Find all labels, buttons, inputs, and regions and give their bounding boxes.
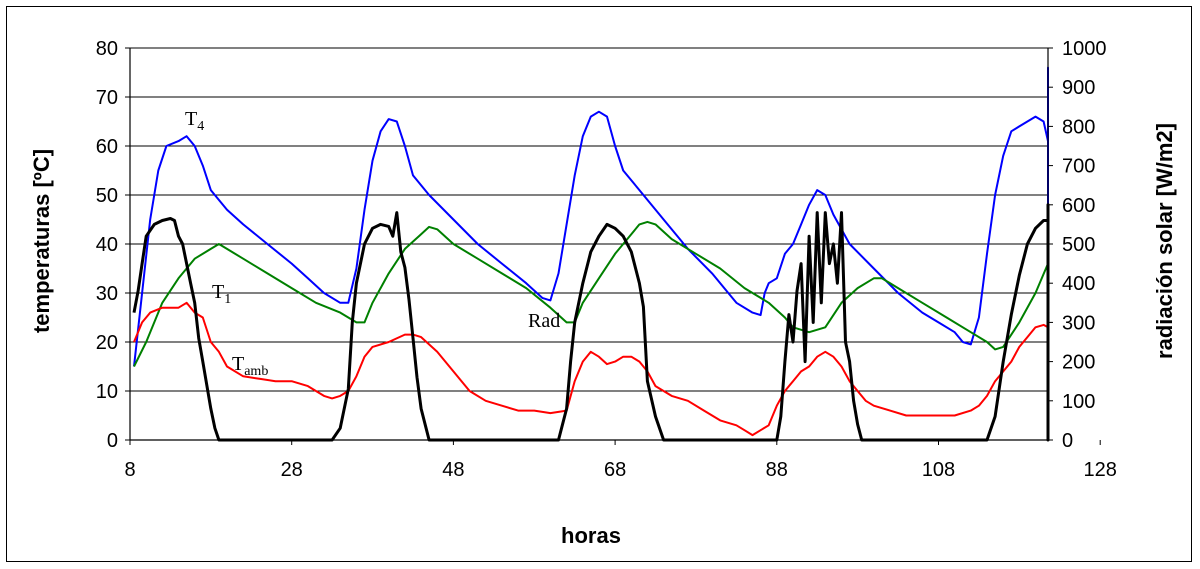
y2-tick-label: 800 [1062,116,1095,138]
y2-axis-title: radiación solar [W/m2] [1152,123,1177,359]
y2-tick-label: 900 [1062,77,1095,99]
series-line-rad [132,203,1050,442]
x-tick-label: 28 [281,459,303,481]
series-label-t1: T1 [212,281,231,307]
x-tick-label: 48 [442,459,464,481]
series-label-t4: T4 [185,108,204,134]
x-tick-label: 128 [1084,459,1117,481]
y-tick-label: 30 [96,283,118,305]
y-tick-label: 80 [96,38,118,60]
x-tick-label: 68 [604,459,626,481]
y2-tick-label: 700 [1062,156,1095,178]
y-tick-label: 60 [96,136,118,158]
series-lines [132,66,1050,442]
y2-tick-label: 400 [1062,273,1095,295]
x-tick-label: 8 [124,459,135,481]
y2-tick-label: 200 [1062,352,1095,374]
y-axis-title: temperaturas [ºC] [29,149,54,333]
y2-tick-label: 0 [1062,430,1073,452]
series-label-rad: Rad [528,310,560,332]
series-label-tamb: Tamb [232,353,268,379]
y-tick-label: 20 [96,332,118,354]
y2-tick-label: 500 [1062,234,1095,256]
chart-frame [6,6,1192,562]
y2-tick-label: 300 [1062,312,1095,334]
y-tick-label: 40 [96,234,118,256]
axes [125,47,1101,445]
y-tick-label: 70 [96,87,118,109]
series-labels: T4 T1 Tamb Rad [185,108,560,379]
tick-labels: 0102030405060708001002003004005006007008… [96,38,1117,481]
y-tick-label: 50 [96,185,118,207]
y2-tick-label: 600 [1062,195,1095,217]
x-tick-label: 88 [766,459,788,481]
y-tick-label: 0 [107,430,118,452]
y2-tick-label: 1000 [1062,38,1107,60]
x-tick-label: 108 [922,459,955,481]
y-tick-label: 10 [96,381,118,403]
x-axis-title: horas [561,523,621,548]
y2-tick-label: 100 [1062,391,1095,413]
series-line-tamb [133,301,1049,437]
series-line-t4 [133,66,1049,367]
